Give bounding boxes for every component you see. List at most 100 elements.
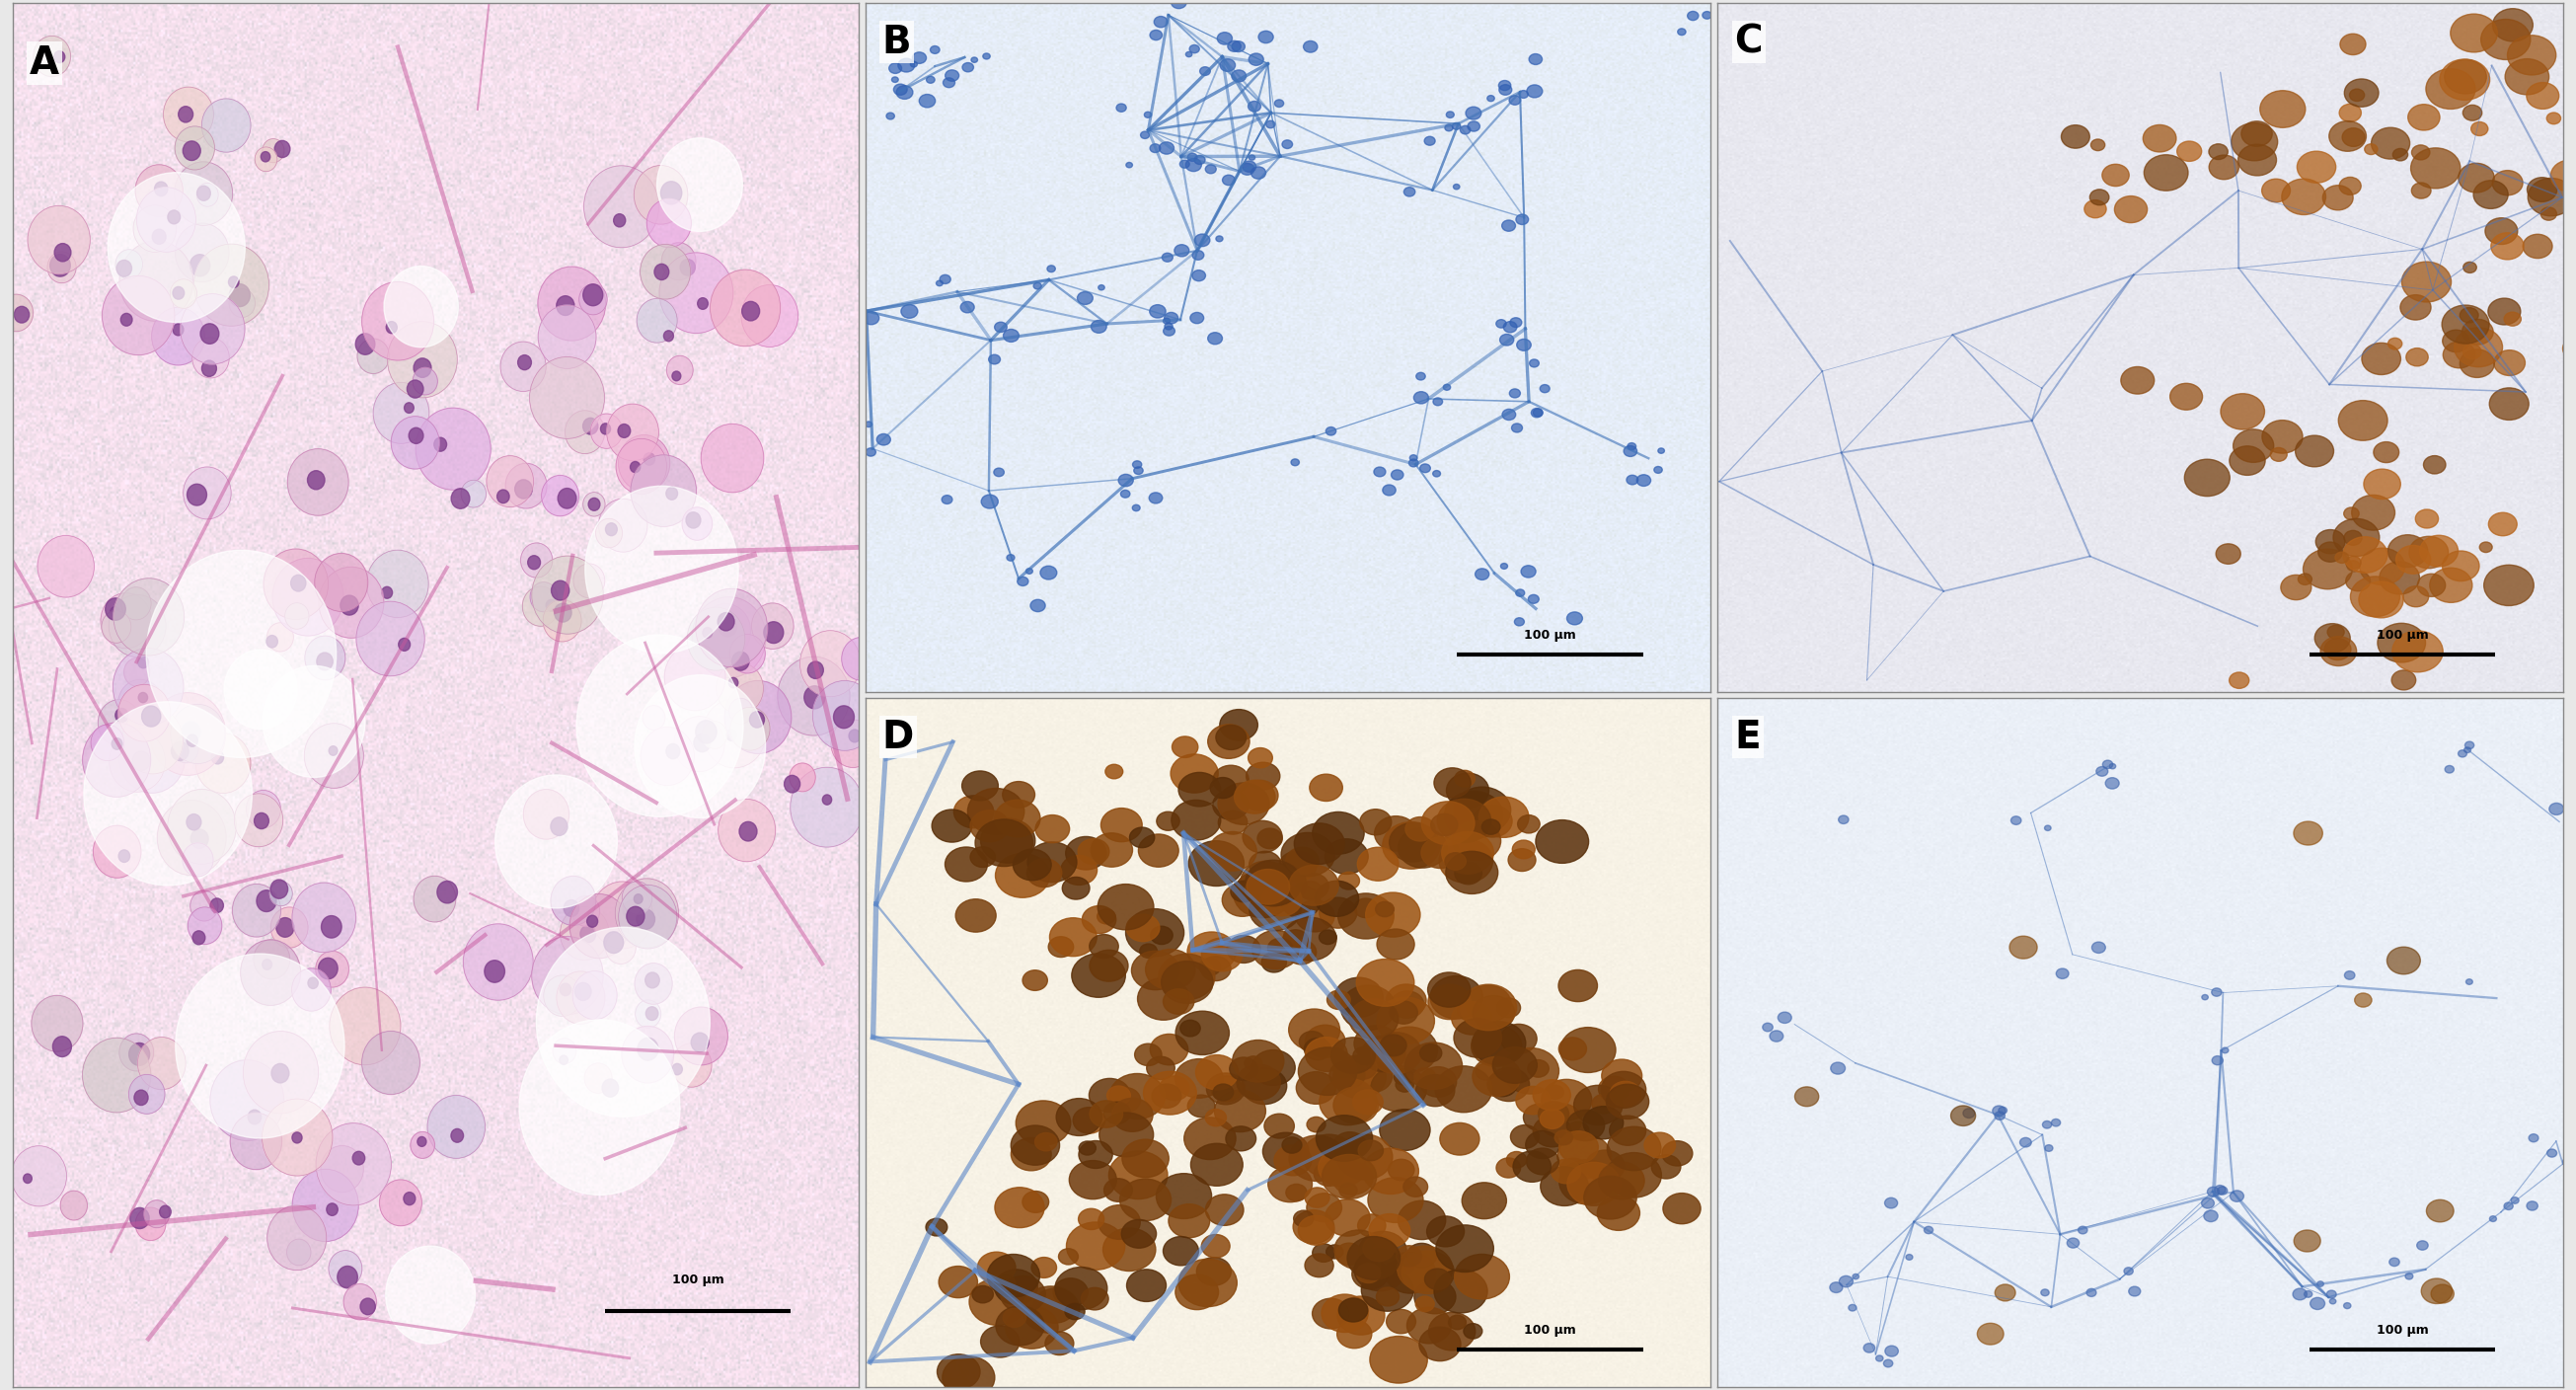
Circle shape	[1157, 812, 1180, 830]
Circle shape	[2494, 350, 2524, 375]
Circle shape	[1244, 860, 1301, 906]
Circle shape	[665, 644, 726, 710]
Circle shape	[291, 969, 330, 1011]
Circle shape	[152, 307, 204, 366]
Circle shape	[1164, 313, 1177, 324]
Circle shape	[1530, 359, 1538, 367]
Circle shape	[1455, 770, 1476, 787]
Circle shape	[1530, 54, 1543, 64]
Circle shape	[2527, 178, 2573, 215]
Circle shape	[392, 417, 440, 468]
Circle shape	[1770, 1030, 1783, 1041]
Circle shape	[1200, 956, 1231, 981]
Circle shape	[2571, 1162, 2576, 1170]
Circle shape	[1340, 1183, 1358, 1198]
Circle shape	[515, 480, 533, 499]
Circle shape	[196, 733, 250, 794]
Circle shape	[1064, 1304, 1084, 1319]
Circle shape	[1607, 1152, 1662, 1198]
Circle shape	[270, 908, 309, 948]
Circle shape	[1079, 1141, 1113, 1169]
Circle shape	[696, 720, 716, 744]
Circle shape	[2295, 435, 2334, 467]
Circle shape	[1481, 819, 1499, 834]
Circle shape	[149, 692, 227, 776]
Circle shape	[1077, 292, 1092, 304]
Circle shape	[2334, 518, 2380, 556]
Circle shape	[613, 214, 626, 227]
Circle shape	[1010, 1126, 1059, 1165]
Circle shape	[999, 1276, 1046, 1312]
Circle shape	[2324, 185, 2352, 210]
Circle shape	[541, 475, 580, 516]
Circle shape	[2293, 821, 2324, 845]
Circle shape	[201, 360, 216, 377]
Circle shape	[1226, 935, 1260, 963]
Circle shape	[191, 254, 211, 277]
Circle shape	[1298, 1047, 1358, 1095]
Circle shape	[1306, 1024, 1345, 1058]
Circle shape	[1180, 160, 1190, 168]
Circle shape	[1497, 998, 1520, 1017]
Circle shape	[636, 1038, 659, 1061]
Circle shape	[1018, 577, 1028, 585]
Circle shape	[379, 1180, 422, 1226]
Circle shape	[167, 210, 180, 224]
Circle shape	[531, 582, 556, 612]
Circle shape	[2388, 947, 2421, 974]
Circle shape	[1486, 1072, 1517, 1097]
Circle shape	[585, 165, 659, 247]
Circle shape	[1195, 1055, 1239, 1090]
Circle shape	[1090, 934, 1118, 958]
Circle shape	[1126, 1269, 1167, 1301]
Circle shape	[1350, 999, 1399, 1040]
Circle shape	[2504, 58, 2550, 95]
Circle shape	[1298, 1031, 1324, 1052]
Circle shape	[2504, 1202, 2514, 1209]
Circle shape	[137, 1208, 165, 1240]
Circle shape	[1383, 485, 1396, 495]
Circle shape	[693, 596, 765, 678]
Circle shape	[2120, 367, 2154, 393]
Circle shape	[1231, 70, 1247, 82]
Circle shape	[317, 652, 332, 670]
Circle shape	[603, 931, 623, 954]
Circle shape	[866, 421, 873, 427]
Circle shape	[1244, 881, 1265, 898]
Circle shape	[1600, 1162, 1643, 1200]
Circle shape	[1406, 1243, 1437, 1268]
Circle shape	[2442, 550, 2478, 581]
Circle shape	[178, 106, 193, 122]
Circle shape	[2403, 587, 2429, 607]
Circle shape	[2416, 574, 2445, 596]
Circle shape	[1015, 1101, 1072, 1145]
Circle shape	[2202, 1198, 2215, 1208]
Circle shape	[1100, 808, 1141, 842]
Circle shape	[1994, 1112, 2004, 1120]
Circle shape	[1283, 930, 1309, 951]
Circle shape	[1507, 849, 1535, 872]
Circle shape	[381, 587, 392, 599]
Circle shape	[1522, 1104, 1556, 1131]
Circle shape	[742, 302, 760, 321]
Circle shape	[118, 684, 170, 741]
Circle shape	[603, 1079, 618, 1097]
Circle shape	[193, 931, 206, 945]
Circle shape	[1172, 801, 1221, 840]
Circle shape	[2231, 1190, 2244, 1202]
Circle shape	[2344, 79, 2378, 107]
Circle shape	[2460, 307, 2478, 322]
Circle shape	[729, 677, 739, 688]
Circle shape	[1283, 140, 1293, 149]
Circle shape	[1118, 474, 1133, 486]
Circle shape	[131, 751, 149, 770]
Circle shape	[118, 720, 185, 792]
Circle shape	[1283, 917, 1337, 960]
Circle shape	[2388, 338, 2401, 349]
Circle shape	[2339, 33, 2365, 54]
Circle shape	[690, 1033, 708, 1052]
Circle shape	[2463, 345, 2481, 359]
Circle shape	[984, 53, 989, 60]
Circle shape	[173, 735, 198, 763]
Circle shape	[2210, 156, 2239, 179]
